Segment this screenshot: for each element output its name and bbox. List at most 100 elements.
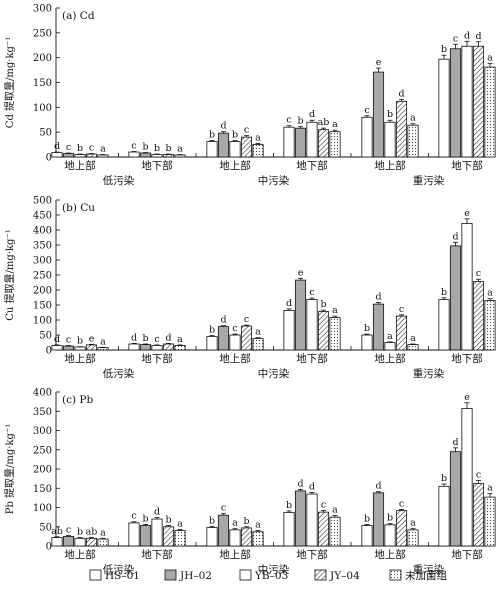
significance-letter: d <box>452 231 458 242</box>
bar <box>294 127 307 158</box>
significance-letter: b <box>297 116 303 127</box>
significance-letter: d <box>297 478 303 489</box>
y-tick-label: 150 <box>33 301 52 312</box>
bar <box>206 141 218 158</box>
x-tick-label: 地下部 <box>451 548 483 561</box>
legend-swatch <box>239 569 252 581</box>
bar <box>461 45 473 158</box>
significance-letter: d <box>309 109 315 120</box>
bar <box>317 511 330 547</box>
x-group-label: 中污染 <box>258 563 290 576</box>
significance-letter: d <box>165 332 171 343</box>
bar <box>438 299 450 351</box>
legend-swatch <box>89 569 102 581</box>
bar <box>51 345 63 351</box>
significance-letter: b <box>77 527 83 538</box>
y-tick-label: 150 <box>33 78 52 89</box>
significance-letter: b <box>209 515 215 526</box>
x-group-label: 低污染 <box>103 367 135 380</box>
y-tick-label: 400 <box>33 226 52 237</box>
significance-letter: e <box>89 333 95 344</box>
bar <box>51 537 63 547</box>
chart-title: (a) Cd <box>62 10 95 22</box>
significance-letter: c <box>286 115 291 126</box>
significance-letter: a <box>177 144 183 155</box>
y-tick-label: 350 <box>33 241 52 252</box>
legend-item: HS–01 <box>89 569 140 582</box>
significance-letter: d <box>475 31 481 42</box>
bar <box>329 131 341 158</box>
significance-letter: b <box>387 109 393 120</box>
bar <box>361 116 373 158</box>
significance-letter: a <box>255 133 261 144</box>
significance-letter: c <box>154 334 159 345</box>
significance-letter: d <box>286 298 292 309</box>
significance-letter: c <box>66 335 71 346</box>
bar <box>384 342 396 351</box>
significance-letter: ab <box>318 117 330 128</box>
bar <box>74 154 86 158</box>
significance-letter: a <box>487 288 493 299</box>
x-group-label: 重污染 <box>413 563 445 576</box>
bar <box>139 344 152 351</box>
significance-letter: b <box>142 333 148 344</box>
x-tick-label: 地下部 <box>296 159 328 172</box>
bar <box>85 344 98 351</box>
significance-letter: d <box>54 334 60 345</box>
significance-letter: d <box>220 315 226 326</box>
bar <box>151 154 163 158</box>
y-tick-label: 100 <box>33 503 52 514</box>
y-tick-label: 350 <box>33 407 52 418</box>
significance-letter: d <box>375 292 381 303</box>
significance-letter: c <box>66 142 71 153</box>
bar <box>461 408 473 547</box>
legend-swatch <box>164 569 177 581</box>
x-tick-label: 地下部 <box>141 159 173 172</box>
bar <box>151 518 163 547</box>
legend-swatch <box>314 569 327 581</box>
bar <box>85 537 98 547</box>
significance-letter: ab <box>86 527 98 538</box>
legend-label: YB–03 <box>254 570 288 582</box>
significance-letter: c <box>244 125 249 136</box>
significance-letter: a <box>387 331 393 342</box>
significance-letter: a <box>177 518 183 529</box>
x-tick-label: 地上部 <box>219 159 251 172</box>
significance-letter: a <box>332 305 338 316</box>
significance-letter: b <box>142 142 148 153</box>
significance-letter: a <box>177 334 183 345</box>
bar <box>229 529 241 547</box>
x-tick-label: 地下部 <box>141 352 173 365</box>
bar <box>229 141 241 158</box>
significance-letter: c <box>399 498 404 509</box>
bar <box>162 526 175 547</box>
x-tick-label: 地上部 <box>64 159 96 172</box>
bar <box>407 529 419 547</box>
significance-letter: b <box>243 516 249 527</box>
y-tick-label: 0 <box>46 346 52 357</box>
bar <box>62 345 75 351</box>
bar <box>74 346 86 351</box>
bar <box>206 336 218 351</box>
legend-item: JH–02 <box>164 569 212 582</box>
significance-letter: b <box>77 143 83 154</box>
y-tick-label: 450 <box>33 211 52 222</box>
significance-letter: c <box>364 105 369 116</box>
y-tick-label: 300 <box>33 256 52 267</box>
bar <box>283 126 295 158</box>
significance-letter: b <box>320 299 326 310</box>
bar <box>484 496 496 547</box>
bar <box>329 516 341 547</box>
bar <box>372 71 385 158</box>
legend-item: JY–04 <box>314 569 360 582</box>
bar <box>240 136 253 158</box>
bar <box>449 245 462 351</box>
x-tick-label: 地上部 <box>219 352 251 365</box>
legend-swatch <box>389 569 402 581</box>
significance-letter: b <box>165 515 171 526</box>
y-tick-label: 50 <box>39 331 52 342</box>
significance-letter: b <box>77 336 83 347</box>
x-tick-label: 地下部 <box>296 548 328 561</box>
y-tick-label: 400 <box>33 388 52 399</box>
